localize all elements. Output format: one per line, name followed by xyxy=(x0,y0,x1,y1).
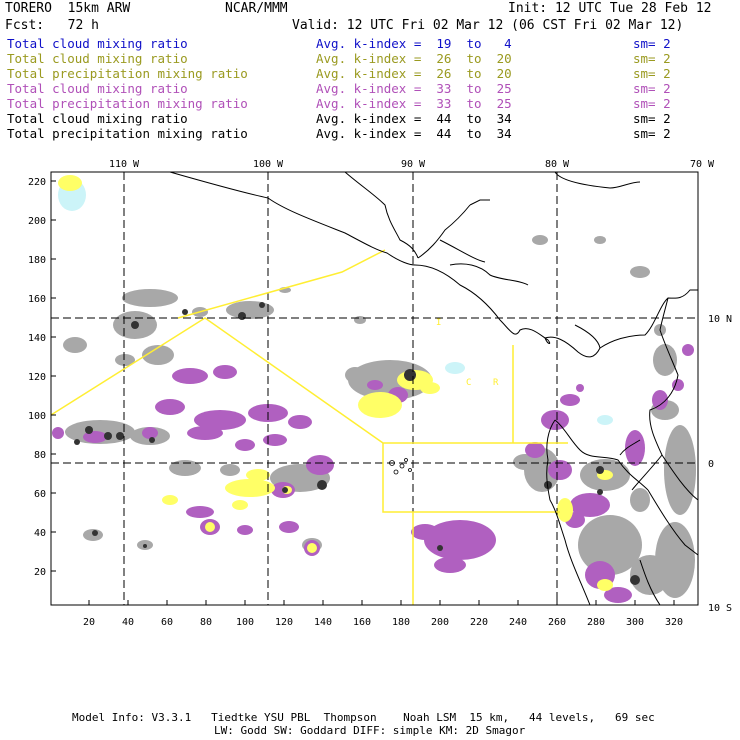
x-tick-label: 60 xyxy=(161,617,173,628)
x-tick-label: 100 xyxy=(236,617,254,628)
x-tick-label: 160 xyxy=(353,617,371,628)
y-tick-label: 200 xyxy=(28,216,46,227)
y-axis-labels: 220 200 180 160 140 120 100 80 60 40 20 xyxy=(28,177,46,578)
legend-sm: sm= 2 xyxy=(633,36,671,51)
legend-sm: sm= 2 xyxy=(633,66,671,81)
legend-sm: sm= 2 xyxy=(633,96,671,111)
center-label: NCAR/MMM xyxy=(225,1,288,16)
lon-label: 90 W xyxy=(401,159,426,170)
x-tick-label: 120 xyxy=(275,617,293,628)
region-label: I xyxy=(436,318,441,328)
x-tick-label: 280 xyxy=(587,617,605,628)
model-title: TORERO 15km ARW xyxy=(5,1,131,16)
x-tick-label: 320 xyxy=(665,617,683,628)
plot-frame xyxy=(50,171,699,606)
gray-cloud-field xyxy=(63,235,696,598)
legend-sm: sm= 2 xyxy=(633,111,671,126)
init-time: Init: 12 UTC Tue 28 Feb 12 xyxy=(508,1,712,16)
model-info-line2: LW: Godd SW: Goddard DIFF: simple KM: 2D… xyxy=(214,724,526,737)
lat-label: 0 xyxy=(708,459,714,470)
region-label: C xyxy=(466,378,471,388)
legend-field: Total cloud mixing ratio xyxy=(7,81,188,96)
y-tick-label: 120 xyxy=(28,372,46,383)
legend-kindex: Avg. k-index = 44 to 34 xyxy=(316,126,512,141)
lon-label: 80 W xyxy=(545,159,570,170)
y-tick-label: 180 xyxy=(28,255,46,266)
y-tick-label: 100 xyxy=(28,411,46,422)
forecast-hour: Fcst: 72 h xyxy=(5,18,99,33)
x-tick-label: 220 xyxy=(470,617,488,628)
legend-sm: sm= 2 xyxy=(633,51,671,66)
yellow-cloud-field xyxy=(58,175,613,591)
x-tick-label: 240 xyxy=(509,617,527,628)
legend-sm: sm= 2 xyxy=(633,81,671,96)
coastlines xyxy=(169,171,699,606)
y-tick-marks xyxy=(51,180,56,572)
region-boundaries xyxy=(50,249,568,605)
y-tick-label: 80 xyxy=(34,450,46,461)
legend-kindex: Avg. k-index = 26 to 20 xyxy=(316,66,512,81)
lon-label: 100 W xyxy=(253,159,284,170)
x-tick-label: 180 xyxy=(392,617,410,628)
legend-kindex: Avg. k-index = 19 to 4 xyxy=(316,36,512,51)
region-label: R xyxy=(493,378,499,388)
legend-sm: sm= 2 xyxy=(633,126,671,141)
x-axis-labels: 20 40 60 80 100 120 140 160 180 200 220 … xyxy=(83,617,683,628)
lat-label: 10 S xyxy=(708,603,732,614)
legend-field: Total precipitation mixing ratio xyxy=(7,66,248,81)
y-tick-label: 160 xyxy=(28,294,46,305)
lat-label: 10 N xyxy=(708,314,732,325)
legend-kindex: Avg. k-index = 44 to 34 xyxy=(316,111,512,126)
galapagos-islands xyxy=(389,458,412,475)
x-tick-label: 260 xyxy=(548,617,566,628)
plot-area: I C R xyxy=(50,171,699,606)
legend-kindex: Avg. k-index = 33 to 25 xyxy=(316,96,512,111)
x-tick-label: 80 xyxy=(200,617,212,628)
legend-kindex: Avg. k-index = 33 to 25 xyxy=(316,81,512,96)
x-tick-label: 20 xyxy=(83,617,95,628)
lon-label: 110 W xyxy=(109,159,140,170)
x-tick-marks xyxy=(88,600,675,605)
x-tick-label: 300 xyxy=(626,617,644,628)
legend-kindex: Avg. k-index = 26 to 20 xyxy=(316,51,512,66)
y-tick-label: 60 xyxy=(34,489,46,500)
y-tick-label: 40 xyxy=(34,528,46,539)
valid-time: Valid: 12 UTC Fri 02 Mar 12 (06 CST Fri … xyxy=(292,18,684,33)
x-tick-label: 200 xyxy=(431,617,449,628)
legend-field: Total cloud mixing ratio xyxy=(7,51,188,66)
x-tick-label: 40 xyxy=(122,617,134,628)
legend-field: Total precipitation mixing ratio xyxy=(7,96,248,111)
legend-field: Total cloud mixing ratio xyxy=(7,111,188,126)
legend-field: Total cloud mixing ratio xyxy=(7,36,188,51)
x-tick-label: 140 xyxy=(314,617,332,628)
y-tick-label: 140 xyxy=(28,333,46,344)
lon-label: 70 W xyxy=(690,159,715,170)
y-tick-label: 220 xyxy=(28,177,46,188)
model-info-line1: Model Info: V3.3.1 Tiedtke YSU PBL Thomp… xyxy=(72,711,655,724)
y-tick-label: 20 xyxy=(34,567,46,578)
legend-field: Total precipitation mixing ratio xyxy=(7,126,248,141)
